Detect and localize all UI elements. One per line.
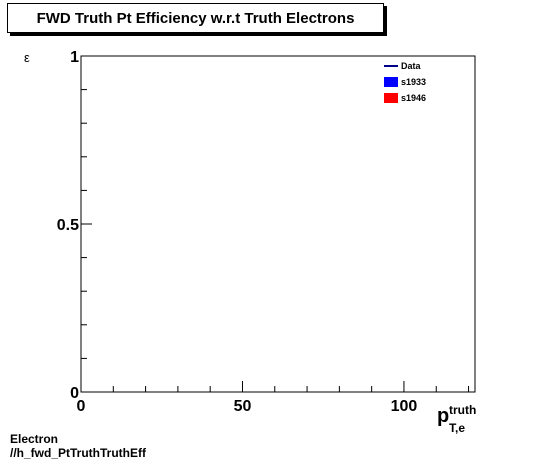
legend-label: s1933 (401, 77, 426, 87)
legend-fill-swatch (384, 77, 398, 87)
x-axis-label: p (437, 405, 450, 427)
legend: Data s1933 s1946 (384, 61, 426, 103)
x-axis: 0 50 100 (77, 381, 470, 415)
y-tick-label: 0.5 (57, 217, 79, 234)
legend-fill-swatch (384, 93, 398, 103)
x-axis-label-subscript: T,e (449, 421, 466, 435)
y-tick-label: 0 (70, 385, 79, 402)
legend-label: s1946 (401, 93, 426, 103)
x-tick-label: 50 (234, 398, 252, 415)
caption-line-1: Electron (10, 432, 59, 446)
plot-frame (80, 55, 476, 393)
x-tick-label: 0 (77, 398, 86, 415)
x-axis-label-superscript: truth (449, 403, 477, 417)
y-axis: 00.51 (57, 49, 92, 402)
legend-label: Data (401, 61, 422, 71)
y-axis-label: ε (24, 50, 30, 65)
chart-title: FWD Truth Pt Efficiency w.r.t Truth Elec… (7, 3, 384, 33)
y-tick-label: 1 (70, 49, 79, 66)
x-tick-label: 100 (391, 398, 418, 415)
legend-item: s1946 (384, 93, 426, 103)
caption-line-2: //h_fwd_PtTruthTruthEff (10, 446, 146, 460)
legend-item: Data (384, 61, 422, 71)
legend-item: s1933 (384, 77, 426, 87)
